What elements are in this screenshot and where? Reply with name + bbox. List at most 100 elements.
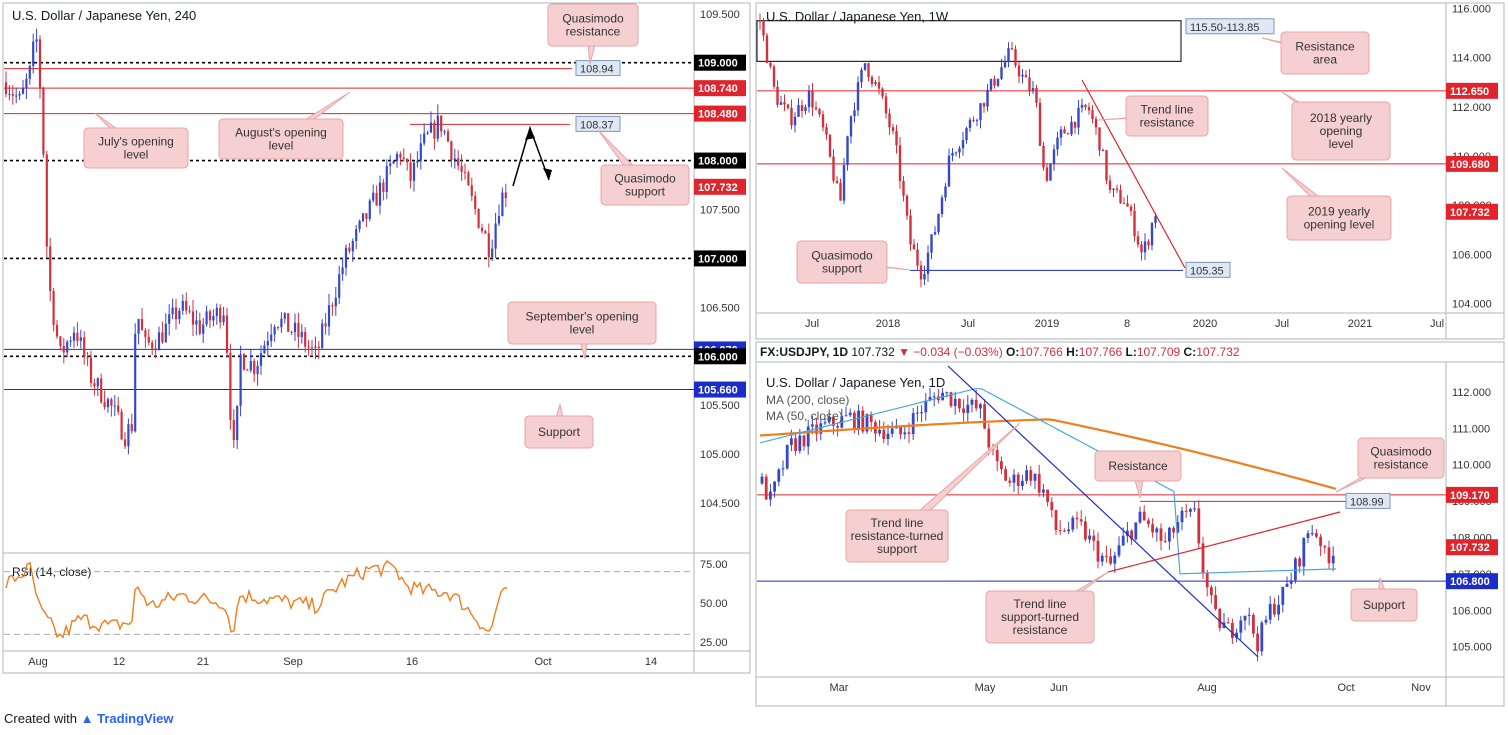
daily-candle: [1134, 522, 1138, 540]
weekly-candle: [758, 20, 762, 22]
chart-area: 109.500109.000108.500108.000107.500107.0…: [2, 2, 1505, 707]
h4-candle: [341, 267, 344, 275]
weekly-candle: [856, 82, 860, 111]
h4-rsi-y-tick: 50.00: [700, 598, 728, 610]
h4-candle: [477, 208, 480, 228]
daily-header-part: O:: [1006, 345, 1019, 359]
weekly-candle: [891, 127, 895, 132]
daily-candle: [781, 468, 785, 470]
h4-candle: [474, 195, 477, 209]
weekly-note-qm-support-text: Quasimodo: [811, 249, 873, 263]
h4-level-tag: 108.480: [698, 109, 738, 121]
weekly-candle: [842, 165, 846, 201]
weekly-candle: [1063, 129, 1066, 134]
daily-candle: [819, 423, 823, 434]
daily-x-tick: Nov: [1411, 682, 1431, 694]
h4-candle: [440, 115, 443, 132]
daily-candle: [853, 412, 856, 429]
daily-candle: [953, 398, 957, 407]
weekly-candle: [814, 107, 818, 110]
daily-candle: [1042, 489, 1045, 493]
weekly-candle: [877, 82, 881, 89]
h4-candle: [236, 405, 239, 441]
weekly-candle: [940, 197, 944, 215]
h4-candle: [89, 357, 93, 384]
h4-candle: [134, 333, 137, 432]
daily-candle: [1294, 558, 1297, 581]
h4-candle: [110, 399, 113, 406]
daily-candle: [1285, 583, 1289, 587]
h4-tag-10894-box: [575, 60, 621, 77]
daily-candle: [1302, 538, 1306, 567]
h4-candle: [144, 330, 147, 337]
h4-candle: [222, 315, 225, 323]
daily-header-part: 107.766: [1019, 345, 1066, 359]
daily-x-tick: Mar: [830, 682, 849, 694]
h4-candle: [321, 323, 324, 348]
daily-level-tag-bg: [1446, 539, 1498, 556]
h4-level-tag-bg: [694, 152, 746, 169]
weekly-candle: [1049, 163, 1052, 181]
weekly-candle: [937, 214, 940, 233]
h4-candle: [348, 247, 351, 252]
daily-candle: [1256, 633, 1259, 652]
h4-candle: [11, 93, 14, 96]
daily-note-support-box: [1350, 588, 1418, 622]
weekly-candle: [1031, 87, 1035, 91]
h4-candle: [62, 345, 65, 353]
h4-candle: [368, 200, 371, 219]
h4-candle: [59, 336, 62, 346]
weekly-tag-10535-box: [1185, 261, 1231, 278]
daily-note-trendline-resistance-text: Trend line: [1014, 597, 1067, 611]
daily-legend-ma200: MA (200, close): [766, 393, 849, 407]
daily-candle: [974, 399, 978, 409]
daily-header-part: ▼: [898, 345, 913, 359]
daily-legend-ma50: MA (50, close): [766, 409, 843, 423]
h4-candle: [327, 305, 331, 327]
daily-ma50-line: [759, 387, 1337, 575]
h4-candle: [324, 323, 327, 327]
weekly-candle: [1147, 241, 1150, 246]
weekly-candle: [1150, 223, 1154, 246]
weekly-note-2018-open-text: level: [1329, 137, 1354, 151]
h4-candle: [504, 192, 507, 199]
h4-y-tick: 105.500: [700, 400, 740, 412]
footer-brand[interactable]: TradingView: [97, 711, 174, 726]
daily-header-part: 107.732: [1196, 345, 1240, 359]
weekly-candle: [1073, 121, 1077, 128]
h4-candle: [49, 246, 52, 292]
h4-frame: [2, 2, 751, 674]
weekly-candle: [765, 35, 769, 63]
h4-note-qm-resistance-text: resistance: [566, 25, 621, 39]
daily-candle: [1008, 480, 1012, 483]
h4-candle: [18, 93, 21, 96]
weekly-candle: [902, 180, 905, 196]
weekly-level-tag-bg: [1446, 155, 1498, 172]
weekly-candle: [933, 232, 937, 235]
daily-candle: [1142, 511, 1146, 521]
h4-candle: [276, 326, 280, 328]
daily-note-qm-resistance-box: [1357, 437, 1445, 479]
h4-candle: [467, 172, 470, 186]
weekly-candle: [1010, 48, 1014, 50]
h4-candle: [426, 132, 429, 134]
h4-candle: [45, 154, 48, 247]
daily-candle: [1105, 555, 1108, 557]
daily-candle: [1268, 603, 1272, 620]
h4-candle: [225, 315, 229, 353]
weekly-candle: [898, 145, 902, 181]
h4-candle: [399, 153, 402, 158]
weekly-x-tick: Jul: [961, 318, 975, 330]
h4-note-august-open-text: August's opening: [235, 126, 327, 140]
weekly-candle: [947, 155, 951, 187]
h4-candle: [372, 192, 375, 201]
weekly-candle: [797, 105, 800, 117]
h4-candle: [120, 411, 123, 440]
daily-candle: [1071, 517, 1075, 530]
daily-candle: [928, 396, 932, 401]
weekly-note-2019-open-text: opening level: [1304, 218, 1375, 232]
daily-candle: [970, 399, 974, 405]
